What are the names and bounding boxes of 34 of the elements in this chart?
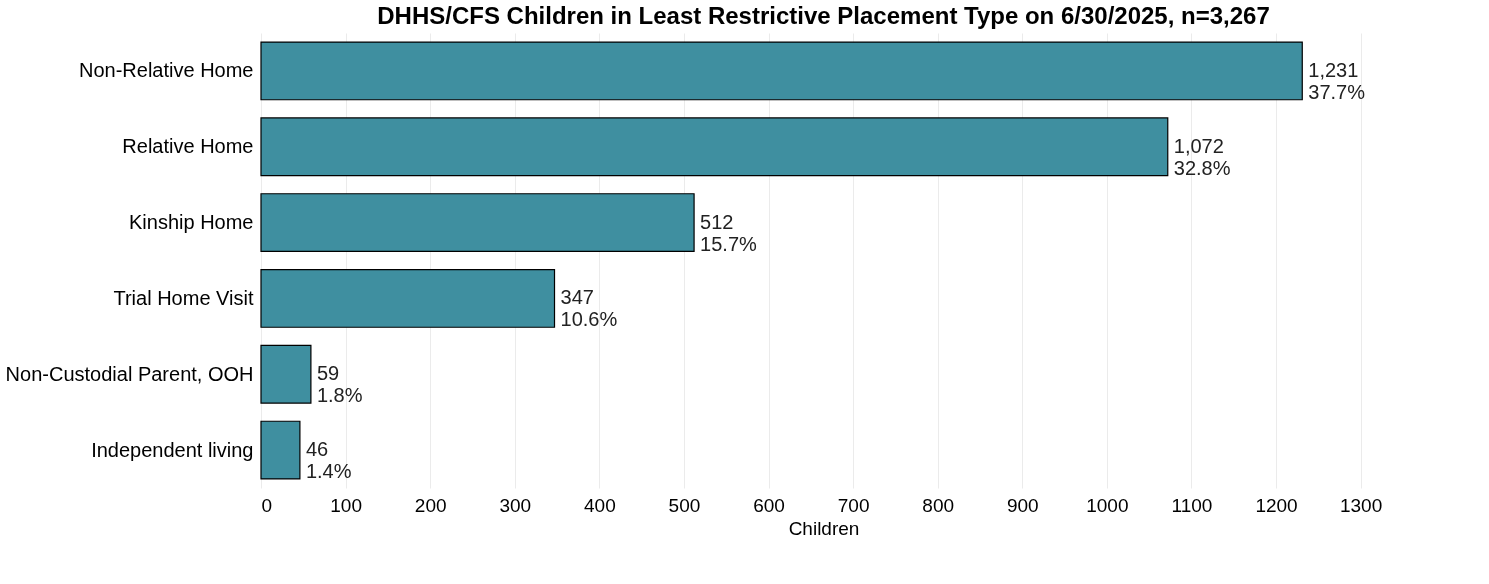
- chart-title: DHHS/CFS Children in Least Restrictive Placement Type on 6/30/2025, n=3,267: [377, 2, 1270, 29]
- x-tick-label: 200: [414, 494, 447, 516]
- x-tick-label: 700: [837, 494, 870, 516]
- y-tick-label: Non-Custodial Parent, OOH: [5, 362, 254, 385]
- x-tick-label: 1200: [1255, 494, 1298, 516]
- x-tick-label: 300: [499, 494, 532, 516]
- data-label: 1,072 32.8%: [1173, 134, 1231, 179]
- y-tick-label: Relative Home: [122, 135, 254, 158]
- data-label: 46 1.4%: [305, 438, 352, 483]
- bar: [260, 420, 301, 480]
- x-tick-label: 100: [330, 494, 362, 516]
- x-tick-label: 900: [1006, 494, 1039, 516]
- x-tick-label: 800: [922, 494, 955, 516]
- bar: [260, 344, 312, 404]
- y-tick-label: Kinship Home: [128, 211, 254, 234]
- x-tick-label: 500: [668, 494, 701, 516]
- y-tick-label: Trial Home Visit: [113, 286, 254, 309]
- x-tick-label: 600: [753, 494, 785, 516]
- y-tick-label: Independent living: [91, 438, 254, 461]
- bar: [260, 117, 1169, 177]
- data-label: 512 15.7%: [700, 210, 758, 255]
- data-label: 347 10.6%: [560, 286, 618, 331]
- x-tick-label: 400: [583, 494, 616, 516]
- bar: [260, 41, 1303, 101]
- x-tick-label: 1300: [1339, 494, 1383, 516]
- bar: [260, 269, 556, 328]
- y-tick-label: Non-Relative Home: [78, 59, 254, 82]
- x-tick-label: 1100: [1171, 494, 1213, 516]
- x-tick-label: 0: [261, 494, 273, 516]
- data-label: 1,231 37.7%: [1308, 58, 1366, 103]
- x-tick-label: 1000: [1086, 494, 1129, 516]
- bar: [260, 193, 695, 252]
- data-label: 59 1.8%: [316, 362, 363, 407]
- x-axis-title: Children: [788, 517, 860, 539]
